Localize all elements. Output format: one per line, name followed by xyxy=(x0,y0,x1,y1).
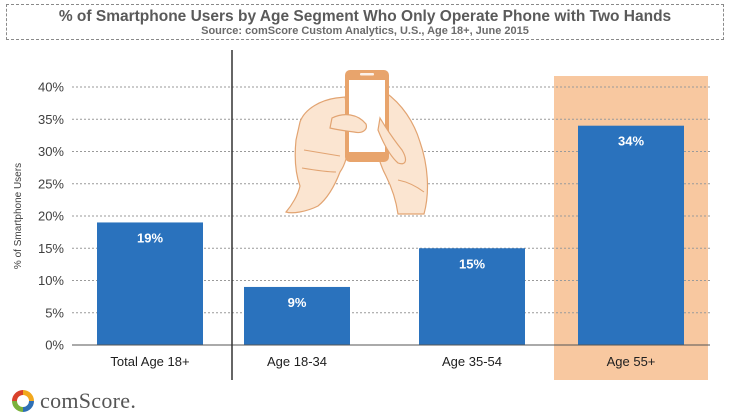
y-tick-label: 10% xyxy=(38,273,64,288)
labels: 0% 5% 10% 15% 20% 25% 30% 35% 40% 19% Total Age 18… xyxy=(13,80,655,370)
logo-text: comScore. xyxy=(40,388,137,413)
axes xyxy=(72,50,710,380)
y-tick-label: 20% xyxy=(38,209,64,224)
bar xyxy=(419,248,525,345)
data-label: 9% xyxy=(288,295,307,310)
y-tick-label: 15% xyxy=(38,241,64,256)
y-axis-title: % of Smartphone Users xyxy=(13,163,24,269)
y-tick-label: 0% xyxy=(45,338,64,353)
bar xyxy=(578,125,684,345)
bar xyxy=(97,222,203,345)
comscore-logo: comScore. xyxy=(10,388,136,414)
y-tick-label: 35% xyxy=(38,112,64,127)
chart-title: % of Smartphone Users by Age Segment Who… xyxy=(58,8,672,25)
y-tick-label: 30% xyxy=(38,144,64,159)
data-label: 15% xyxy=(459,256,485,271)
data-label: 19% xyxy=(137,230,163,245)
x-tick-label: Age 18-34 xyxy=(267,354,327,369)
data-label: 34% xyxy=(618,134,644,149)
y-tick-label: 5% xyxy=(45,305,64,320)
x-tick-label: Age 35-54 xyxy=(442,354,502,369)
bars xyxy=(97,125,684,345)
comscore-logo-icon xyxy=(12,390,34,412)
phone-hands-illustration xyxy=(284,70,429,215)
title-box: % of Smartphone Users by Age Segment Who… xyxy=(6,4,724,40)
chart-subtitle: Source: comScore Custom Analytics, U.S.,… xyxy=(201,25,529,37)
y-tick-label: 25% xyxy=(38,176,64,191)
bar xyxy=(244,286,350,345)
x-tick-label: Age 55+ xyxy=(607,354,656,369)
bar-chart: 0% 5% 10% 15% 20% 25% 30% 35% 40% 19% Total Age 18… xyxy=(13,50,710,380)
y-tick-label: 40% xyxy=(38,80,64,95)
x-tick-label: Total Age 18+ xyxy=(110,354,189,369)
